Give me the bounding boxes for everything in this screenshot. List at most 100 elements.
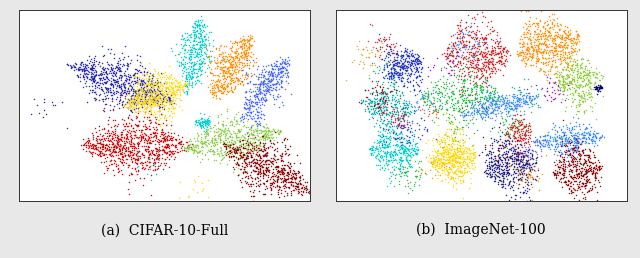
Point [455, 20, 465, 24]
Point [84, 144, 94, 148]
Point [111, 80, 121, 84]
Point [466, 53, 476, 58]
Point [104, 133, 115, 137]
Point [149, 131, 159, 135]
Point [381, 92, 391, 96]
Point [475, 83, 485, 87]
Point [550, 79, 560, 84]
Point [490, 40, 500, 44]
Point [124, 121, 134, 125]
Point [131, 71, 141, 75]
Point [447, 163, 458, 167]
Point [475, 76, 485, 80]
Point [210, 90, 220, 94]
Point [86, 70, 96, 75]
Point [220, 70, 230, 74]
Point [244, 102, 254, 106]
Point [582, 68, 592, 72]
Point [237, 156, 248, 160]
Point [541, 50, 551, 54]
Point [466, 98, 476, 102]
Point [401, 101, 411, 105]
Point [244, 160, 254, 164]
Point [184, 81, 194, 85]
Point [164, 95, 174, 99]
Point [133, 157, 143, 161]
Point [531, 47, 541, 51]
Point [557, 47, 567, 52]
Point [467, 93, 477, 97]
Point [452, 159, 463, 164]
Point [280, 151, 290, 156]
Point [592, 87, 602, 91]
Point [523, 9, 533, 13]
Point [177, 87, 187, 91]
Point [453, 59, 463, 63]
Point [438, 154, 449, 158]
Point [119, 55, 129, 59]
Point [525, 167, 535, 171]
Point [147, 94, 157, 98]
Point [242, 53, 252, 58]
Point [522, 149, 532, 153]
Point [544, 30, 554, 34]
Point [438, 82, 449, 86]
Point [151, 99, 161, 103]
Point [147, 96, 157, 100]
Point [114, 144, 124, 148]
Point [450, 46, 460, 50]
Point [559, 82, 570, 86]
Point [400, 109, 410, 113]
Point [514, 122, 524, 126]
Point [255, 103, 266, 107]
Point [490, 66, 500, 70]
Point [108, 88, 118, 92]
Point [379, 101, 389, 105]
Point [510, 151, 520, 155]
Point [498, 120, 508, 124]
Point [230, 51, 241, 55]
Point [267, 132, 277, 136]
Point [158, 167, 168, 171]
Point [139, 101, 149, 105]
Point [131, 88, 141, 92]
Point [583, 82, 593, 86]
Point [548, 97, 558, 101]
Point [243, 44, 253, 49]
Point [164, 101, 174, 105]
Point [448, 102, 458, 106]
Point [420, 169, 430, 173]
Point [147, 99, 157, 103]
Point [426, 101, 436, 105]
Point [300, 180, 310, 184]
Point [463, 13, 474, 17]
Point [493, 41, 503, 45]
Point [561, 81, 571, 85]
Point [466, 30, 476, 34]
Point [591, 84, 601, 88]
Point [178, 37, 188, 41]
Point [371, 106, 381, 110]
Point [594, 70, 604, 75]
Point [513, 128, 524, 132]
Point [388, 120, 399, 124]
Point [426, 92, 436, 96]
Point [534, 141, 545, 145]
Point [448, 156, 458, 160]
Point [568, 175, 579, 179]
Point [267, 174, 277, 178]
Point [532, 174, 542, 178]
Point [409, 88, 419, 92]
Point [75, 62, 85, 66]
Point [200, 139, 210, 143]
Point [394, 73, 404, 77]
Point [182, 35, 192, 39]
Point [231, 123, 241, 127]
Point [138, 135, 148, 139]
Point [89, 77, 99, 81]
Point [263, 162, 273, 166]
Point [76, 79, 86, 83]
Point [218, 91, 228, 95]
Point [367, 69, 378, 73]
Point [97, 151, 108, 155]
